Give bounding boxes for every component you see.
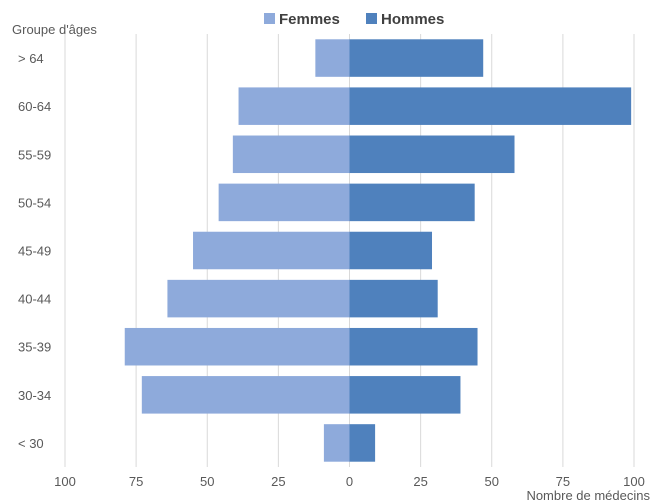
x-tick-label: 25 (271, 474, 285, 489)
x-tick-labels: 100 75 50 25 0 25 50 75 100 (54, 474, 645, 489)
bar-hommes-30-34 (349, 376, 461, 414)
category-label-45-49: 45-49 (18, 244, 51, 259)
x-tick-label: 100 (623, 474, 645, 489)
x-tick-label: 75 (129, 474, 143, 489)
y-axis-title: Groupe d'âges (12, 22, 97, 37)
x-tick-label: 100 (54, 474, 76, 489)
bar-hommes-40-44 (349, 279, 438, 318)
category-label-50-54: 50-54 (18, 195, 51, 210)
category-label-55-59: 55-59 (18, 147, 51, 162)
bar-femmes-60-64 (238, 87, 350, 125)
category-label-30-34: 30-34 (18, 388, 51, 403)
legend-label-hommes: Hommes (381, 11, 444, 28)
bar-femmes-64 (315, 39, 350, 77)
bar-hommes-45-49 (349, 231, 433, 270)
bar-femmes-55-59 (232, 135, 350, 174)
bar-femmes-50-54 (218, 183, 350, 222)
bar-hommes-35-39 (349, 327, 478, 366)
x-tick-label: 25 (413, 474, 427, 489)
category-labels: < 30 30-34 35-39 40-44 45-49 50-54 55-59 60-64 >… (18, 51, 51, 451)
category-label-64: > 64 (18, 51, 44, 66)
bar-femmes-30-34 (141, 376, 350, 414)
x-tick-label: 75 (556, 474, 570, 489)
x-tick-label: 0 (346, 474, 353, 489)
bar-femmes-45-49 (193, 231, 350, 270)
category-label-60-64: 60-64 (18, 99, 51, 114)
legend-label-femmes: Femmes (279, 11, 340, 28)
bars (124, 39, 632, 462)
bar-hommes-60-64 (349, 87, 632, 125)
bar-femmes-40-44 (167, 279, 350, 318)
bar-hommes-30 (349, 424, 376, 462)
x-tick-label: 50 (485, 474, 499, 489)
x-axis-title: Nombre de médecins (526, 488, 650, 503)
category-label-35-39: 35-39 (18, 340, 51, 355)
x-tick-label: 50 (200, 474, 214, 489)
bar-femmes-30 (323, 424, 350, 462)
bar-femmes-35-39 (124, 327, 350, 366)
legend-swatch-femmes (264, 13, 275, 24)
bar-hommes-64 (349, 39, 484, 77)
bar-hommes-50-54 (349, 183, 475, 222)
legend-swatch-hommes (366, 13, 377, 24)
bar-hommes-55-59 (349, 135, 515, 174)
category-label-40-44: 40-44 (18, 292, 51, 307)
legend: Femmes Hommes (264, 11, 444, 28)
category-label-30: < 30 (18, 436, 44, 451)
